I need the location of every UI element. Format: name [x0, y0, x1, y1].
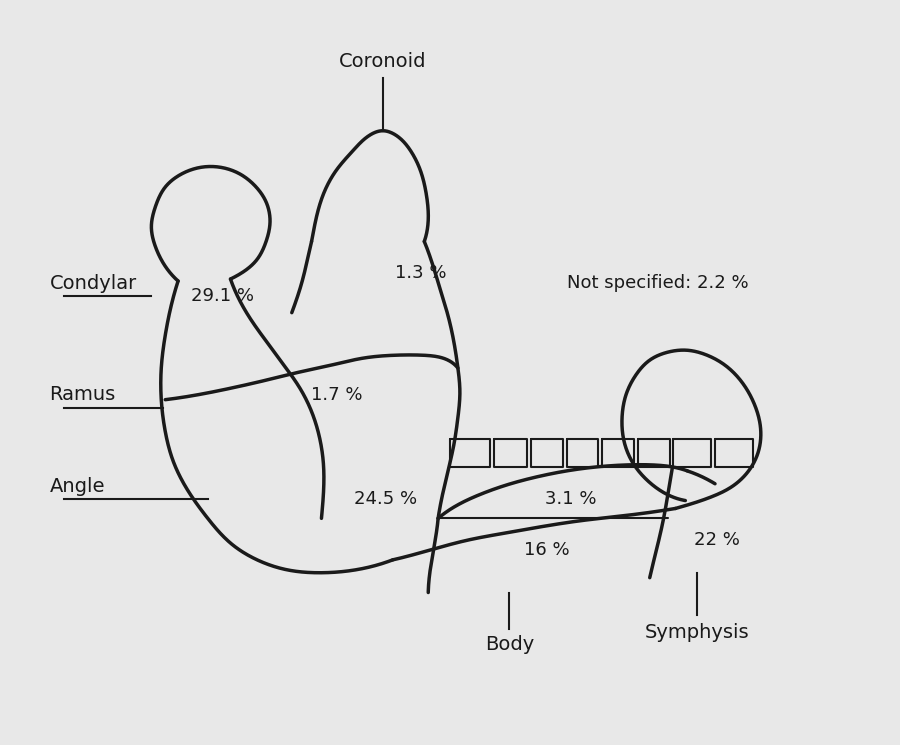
Text: 16 %: 16 %: [524, 541, 570, 559]
Text: Coronoid: Coronoid: [339, 52, 427, 71]
Text: 1.7 %: 1.7 %: [310, 386, 362, 404]
Text: Symphysis: Symphysis: [645, 623, 750, 641]
Text: 3.1 %: 3.1 %: [544, 489, 597, 507]
Text: Angle: Angle: [50, 478, 105, 496]
Text: 1.3 %: 1.3 %: [394, 264, 446, 282]
Text: Ramus: Ramus: [50, 385, 116, 405]
Text: Body: Body: [485, 635, 534, 654]
Text: 24.5 %: 24.5 %: [355, 489, 418, 507]
Text: Not specified: 2.2 %: Not specified: 2.2 %: [567, 274, 749, 292]
Text: Condylar: Condylar: [50, 273, 137, 293]
Text: 22 %: 22 %: [694, 531, 740, 549]
Text: 29.1 %: 29.1 %: [191, 287, 254, 305]
